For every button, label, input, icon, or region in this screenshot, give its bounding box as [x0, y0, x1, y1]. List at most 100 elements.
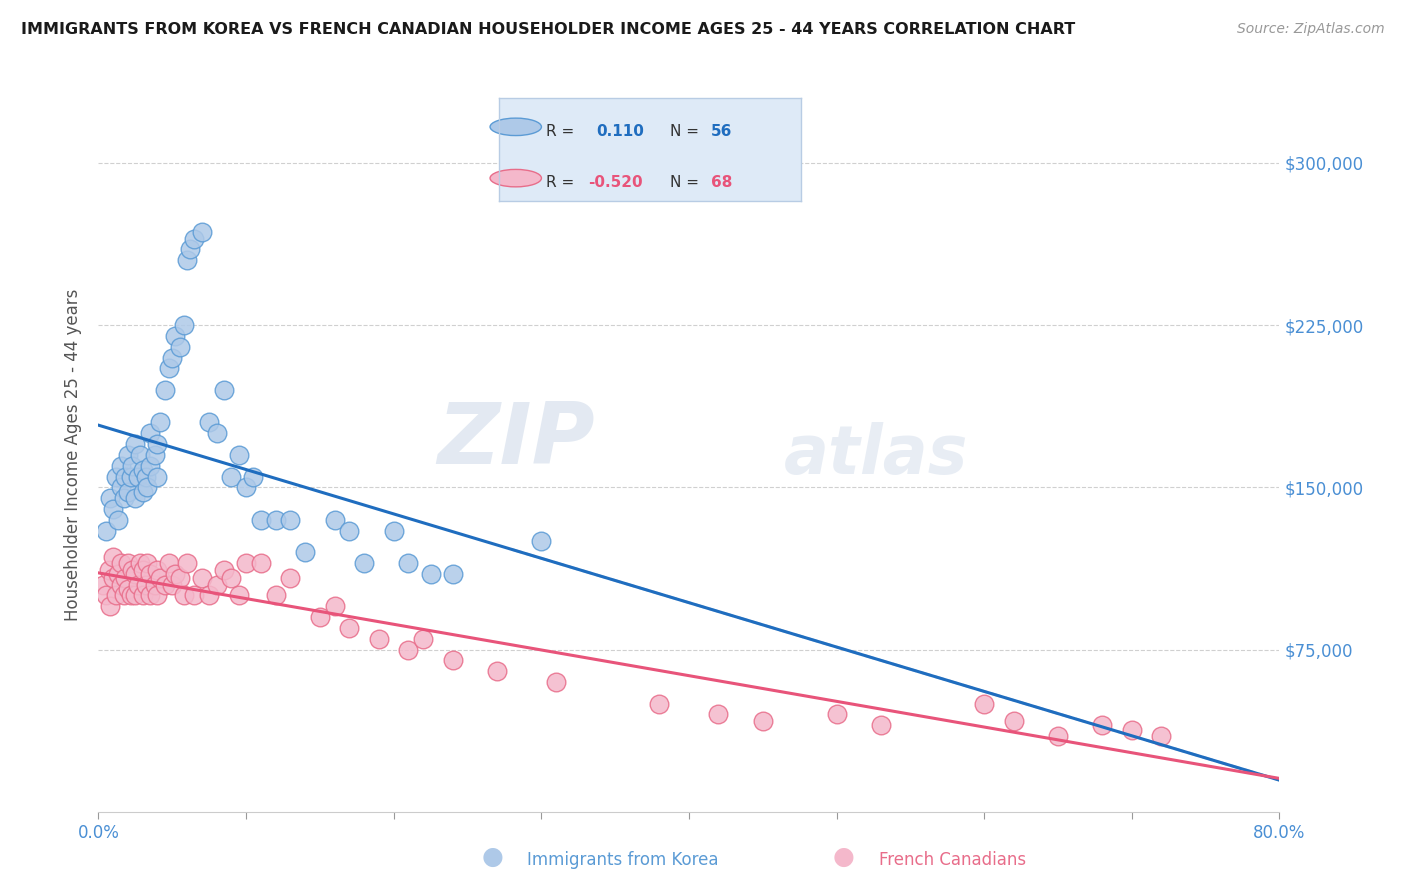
Point — [707, 707, 730, 722]
Point — [368, 632, 391, 646]
Point — [825, 707, 848, 722]
Point — [146, 589, 169, 603]
Point — [114, 571, 136, 585]
Point — [105, 469, 128, 483]
Point — [132, 463, 155, 477]
Point — [162, 351, 183, 365]
Point — [176, 556, 198, 570]
Point — [124, 437, 146, 451]
Text: R =: R = — [546, 176, 574, 190]
Text: 0.110: 0.110 — [596, 124, 644, 139]
Text: ZIP: ZIP — [437, 399, 595, 483]
Point — [110, 577, 132, 591]
Point — [157, 556, 180, 570]
Text: N =: N = — [669, 124, 699, 139]
Point — [294, 545, 316, 559]
Point — [1150, 729, 1173, 743]
Text: -0.520: -0.520 — [588, 176, 643, 190]
Point — [486, 664, 509, 678]
Point — [973, 697, 995, 711]
Point — [117, 484, 139, 499]
Point — [94, 524, 117, 538]
Point — [212, 383, 235, 397]
Point — [149, 571, 172, 585]
Point — [153, 577, 176, 591]
Point — [176, 253, 198, 268]
Point — [139, 458, 162, 473]
Point — [146, 437, 169, 451]
Point — [183, 232, 205, 246]
Point — [751, 714, 773, 728]
Circle shape — [491, 169, 541, 186]
Point — [112, 589, 135, 603]
Point — [157, 361, 180, 376]
Point — [103, 502, 125, 516]
Point — [219, 469, 242, 483]
Point — [124, 589, 146, 603]
Point — [396, 642, 419, 657]
Point — [120, 469, 142, 483]
Point — [323, 513, 346, 527]
Point — [173, 318, 195, 333]
Point — [162, 577, 183, 591]
Point — [110, 480, 132, 494]
Point — [250, 556, 273, 570]
Point — [103, 571, 125, 585]
Point — [205, 426, 228, 441]
Text: 56: 56 — [710, 124, 733, 139]
Point — [97, 562, 120, 576]
Point — [128, 556, 150, 570]
Point — [117, 448, 139, 462]
Point — [198, 416, 221, 430]
Point — [235, 556, 257, 570]
Point — [179, 243, 201, 257]
Text: 68: 68 — [710, 176, 733, 190]
Point — [107, 566, 129, 581]
Point — [546, 675, 568, 690]
Point — [339, 524, 360, 538]
Point — [107, 513, 129, 527]
Point — [530, 534, 553, 549]
Point — [136, 556, 159, 570]
Point — [1002, 714, 1025, 728]
Point — [339, 621, 360, 635]
Point — [128, 448, 150, 462]
Point — [139, 566, 162, 581]
Point — [165, 566, 187, 581]
Point — [135, 469, 157, 483]
Text: N =: N = — [669, 176, 699, 190]
Point — [117, 556, 139, 570]
Point — [139, 589, 162, 603]
Point — [235, 480, 257, 494]
Point — [98, 599, 121, 614]
Point — [278, 571, 302, 585]
Point — [419, 566, 441, 581]
Point — [1046, 729, 1069, 743]
Point — [412, 632, 434, 646]
Point — [143, 448, 166, 462]
Point — [132, 589, 155, 603]
Point — [110, 458, 132, 473]
Point — [91, 577, 114, 591]
Point — [127, 469, 149, 483]
Point — [139, 426, 162, 441]
Point — [165, 329, 187, 343]
Point — [103, 549, 125, 564]
Point — [250, 513, 273, 527]
Point — [132, 562, 155, 576]
Point — [153, 383, 176, 397]
Point — [198, 589, 221, 603]
Point — [191, 571, 214, 585]
Point — [205, 577, 228, 591]
Point — [146, 562, 169, 576]
Point — [183, 589, 205, 603]
Point — [169, 571, 191, 585]
Text: ●: ● — [481, 845, 503, 869]
Point — [114, 469, 136, 483]
Point — [242, 469, 264, 483]
Point — [278, 513, 302, 527]
Point — [110, 556, 132, 570]
Point — [309, 610, 332, 624]
Text: atlas: atlas — [783, 422, 967, 488]
Point — [228, 448, 250, 462]
